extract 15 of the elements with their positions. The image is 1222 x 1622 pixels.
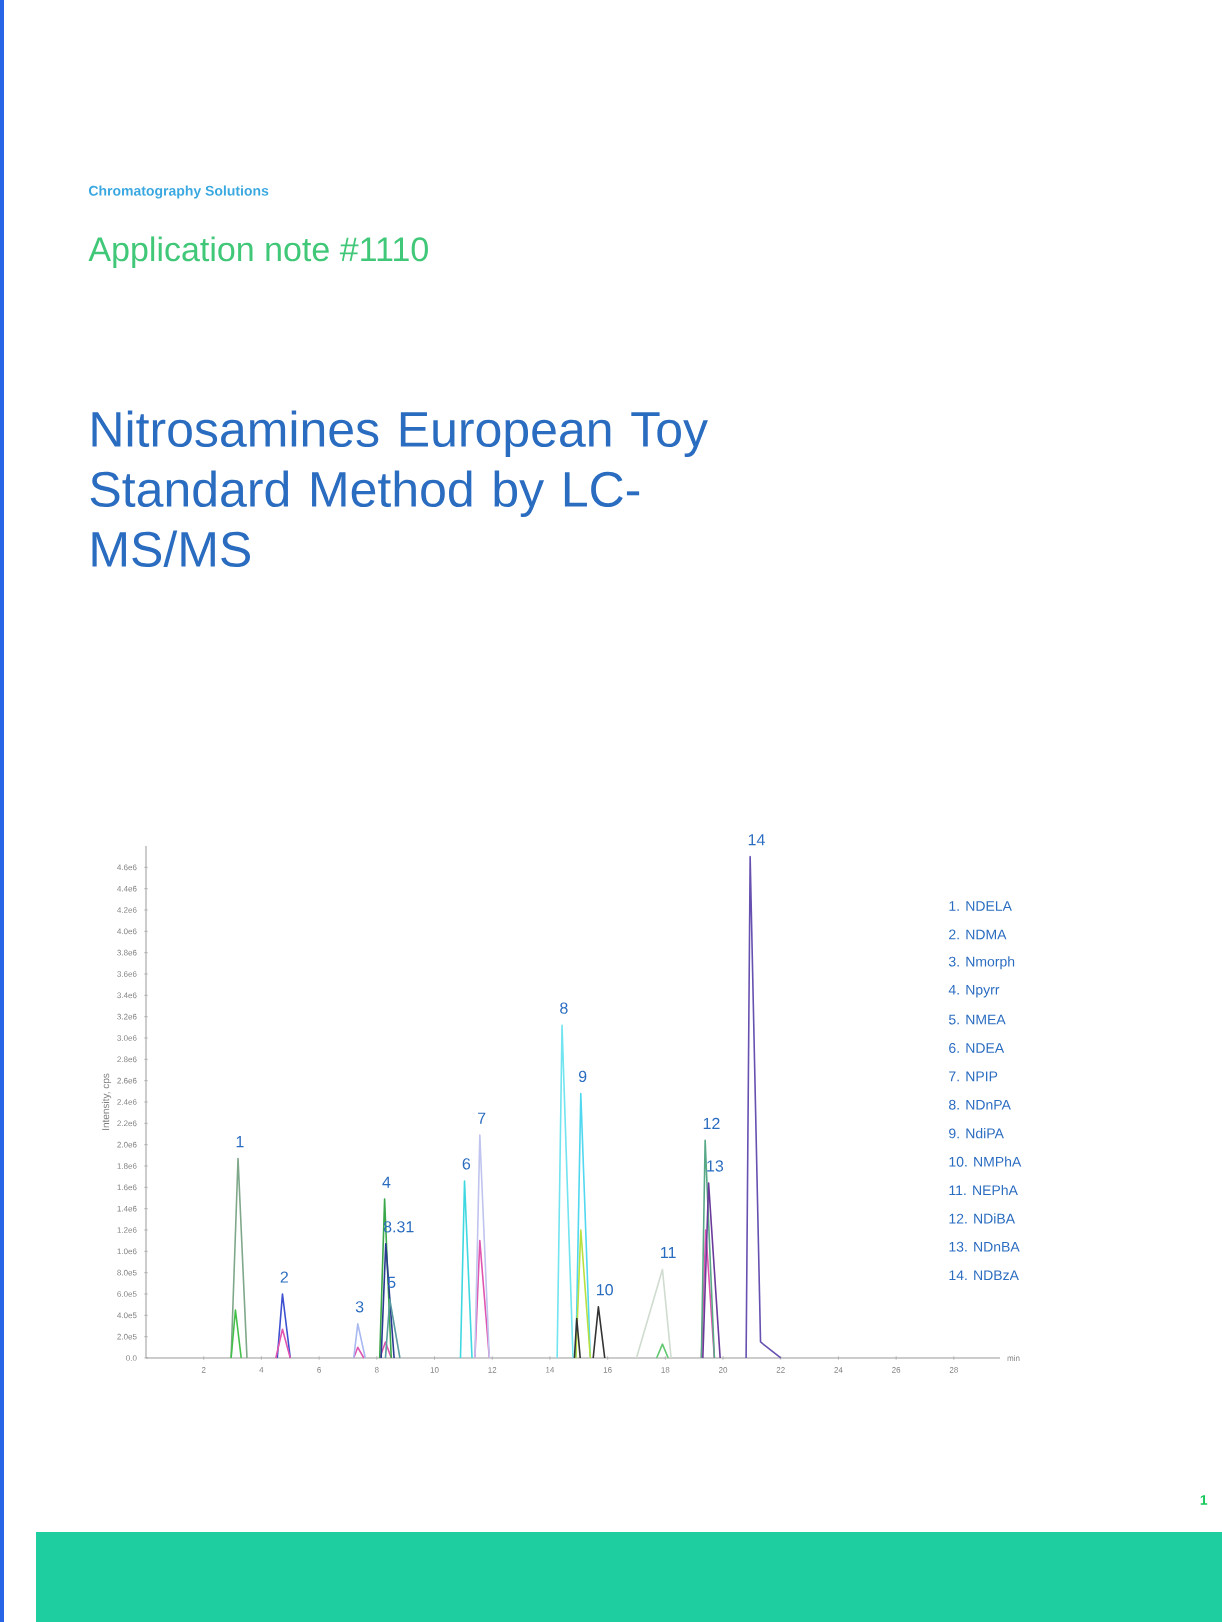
chart-subtitle: Application note #1110 <box>88 236 428 269</box>
annotation: 4 <box>382 1176 391 1188</box>
annotation: 12 <box>703 1117 720 1129</box>
annotation: 14 <box>748 834 765 846</box>
annotation: 1 <box>236 1136 244 1148</box>
annotation: 9 <box>578 1070 587 1083</box>
annotation: 10 <box>597 1284 613 1296</box>
annotation: 13 <box>707 1160 724 1172</box>
chart-title: Nitrosamines European Toy Standard Method by LC-MS/MS <box>90 410 708 568</box>
annotation: 2 <box>280 1271 288 1283</box>
annotation: 11 <box>661 1247 676 1259</box>
annotation: 8 <box>560 1002 568 1014</box>
annotation: 6 <box>462 1158 471 1170</box>
annotation: 3 <box>355 1301 364 1313</box>
annotation: 7 <box>478 1112 486 1124</box>
